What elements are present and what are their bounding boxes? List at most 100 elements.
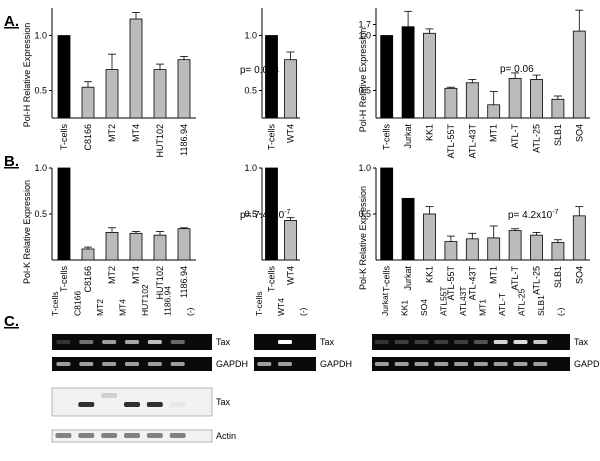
bar xyxy=(444,241,458,261)
category-label: ATL-25 xyxy=(532,266,542,295)
dna-band xyxy=(374,362,389,366)
bar xyxy=(284,220,297,261)
panel-b-ylabel-2: Pol-K Relative Expression xyxy=(358,186,368,290)
lane-label: WT4 xyxy=(276,298,286,316)
panel-b-letter: B. xyxy=(4,153,19,170)
dna-band xyxy=(533,340,548,344)
category-label: 1186.94 xyxy=(179,266,189,298)
dna-band xyxy=(394,340,409,344)
y-tick-label: 0.5 xyxy=(34,209,47,219)
dna-band xyxy=(394,362,409,366)
category-label: ATL-55T xyxy=(446,265,456,300)
category-label: MT1 xyxy=(489,266,499,284)
dna-band xyxy=(147,362,162,366)
panel-a-chart-3: 0.5 1.01.7 T-cells Jurkat KK1 ATL-55T ATL-43T M… xyxy=(358,8,590,158)
category-label: T-cells xyxy=(382,266,392,293)
y-tick-label: 1.0 xyxy=(34,163,47,173)
bar xyxy=(572,215,586,261)
protein-band xyxy=(169,402,186,407)
panel-a-letter: A. xyxy=(4,13,19,30)
bar xyxy=(530,79,543,119)
dna-band xyxy=(147,340,162,344)
category-label: 1186.94 xyxy=(179,124,189,156)
gel-strip xyxy=(372,357,570,371)
bar xyxy=(423,213,436,261)
dna-band xyxy=(414,362,429,366)
protein-band xyxy=(124,433,140,438)
lane-label: MT2 xyxy=(95,299,105,316)
lane-label: T-cells xyxy=(254,291,264,316)
category-label: C8166 xyxy=(83,124,93,151)
gel-blot-3: Jurkat KK1 SO4 ATL55T ATL43T MT1 ATL-T ATL-25 SL… xyxy=(372,286,600,371)
lane-label: HUT102 xyxy=(140,284,150,316)
bar xyxy=(551,242,565,261)
bar xyxy=(284,59,297,119)
category-label: MT2 xyxy=(107,266,117,284)
bar xyxy=(81,248,95,261)
blot-row-label: Tax xyxy=(216,397,231,407)
category-label: MT2 xyxy=(107,124,117,142)
bar xyxy=(551,98,565,119)
bar xyxy=(153,234,167,261)
blot-row-label: Actin xyxy=(216,431,236,441)
lane-label: T-cells xyxy=(50,291,60,316)
dna-band xyxy=(278,362,292,366)
lane-label: (-) xyxy=(556,307,566,316)
dna-band xyxy=(257,362,272,366)
category-label: ATL-55T xyxy=(446,123,456,158)
bar xyxy=(129,232,143,261)
y-tick-label: 1.0 xyxy=(244,31,257,41)
panel-b-chart-2: 0.5 1.0 T-cells WT4 xyxy=(244,163,300,292)
bar xyxy=(177,59,191,119)
category-label: T-cells xyxy=(267,266,277,293)
panel-a-chart-2: 0.5 1.0 T-cells WT4 xyxy=(244,8,300,150)
bar xyxy=(508,78,522,119)
lane-label: SLB1 xyxy=(536,295,546,316)
protein-band xyxy=(78,433,95,438)
protein-band xyxy=(78,402,95,407)
y-tick-label: 0.5 xyxy=(358,209,371,219)
lane-label: ATL43T xyxy=(458,286,468,316)
y-tick-label: 1.0 xyxy=(358,163,371,173)
bar xyxy=(401,197,415,261)
y-tick-label: 1.0 xyxy=(244,163,257,173)
lane-label: MT1 xyxy=(478,299,488,316)
category-label: ATL-43T xyxy=(467,265,477,300)
lane-label: ATL55T xyxy=(439,286,449,316)
panel-a-chart-1: 0.5 1.0 T-cells C8166 MT2 MT4 HUT102 1186.94 xyxy=(34,8,196,158)
dna-band xyxy=(170,362,185,366)
bar xyxy=(265,167,278,261)
dna-band xyxy=(533,362,548,366)
bar xyxy=(487,104,501,119)
protein-band xyxy=(146,402,163,407)
category-label: MT4 xyxy=(131,266,141,284)
dna-band xyxy=(125,340,139,344)
category-label: Jurkat xyxy=(403,124,413,149)
dna-band xyxy=(473,362,488,366)
bar xyxy=(572,30,586,119)
category-label: WT4 xyxy=(286,124,296,143)
y-tick-label: 0.5 xyxy=(358,86,371,96)
blot-row-label: Tax xyxy=(574,337,589,347)
dna-band xyxy=(513,340,528,344)
category-label: ATL-43T xyxy=(467,123,477,158)
blot-row-label: GAPDH xyxy=(320,359,352,369)
lane-label: KK1 xyxy=(400,300,410,316)
lane-label: (-) xyxy=(185,307,195,316)
protein-band xyxy=(124,402,140,407)
bar xyxy=(265,35,278,119)
lane-label: ATL-25 xyxy=(517,288,527,316)
bar xyxy=(177,228,191,261)
dna-band xyxy=(473,340,488,344)
panel-b-chart-3-pvalue: p= 4.2x10-7 xyxy=(508,209,559,221)
bar xyxy=(465,238,479,261)
dna-band xyxy=(493,362,508,366)
gel-strip xyxy=(372,334,570,350)
dna-band xyxy=(454,362,469,366)
y-tick-label: 1.0 xyxy=(358,31,371,41)
dna-band xyxy=(278,340,292,344)
bar xyxy=(401,26,415,119)
bar xyxy=(57,167,71,261)
category-label: Jurkat xyxy=(403,266,413,291)
